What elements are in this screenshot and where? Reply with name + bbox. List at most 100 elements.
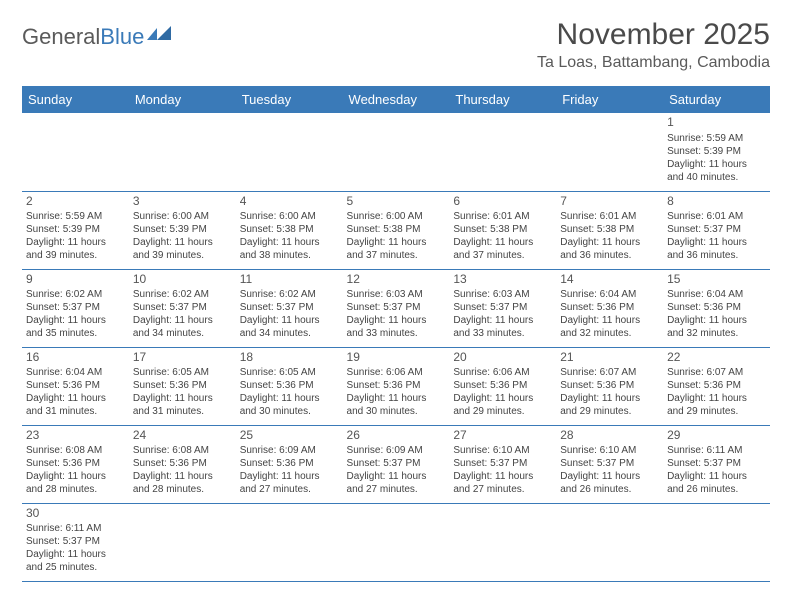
daylight-line: Daylight: 11 hours and 28 minutes. — [26, 470, 125, 496]
day-header: Sunday — [22, 86, 129, 113]
daylight-line: Daylight: 11 hours and 40 minutes. — [667, 158, 766, 184]
calendar-empty — [22, 113, 129, 191]
day-number: 14 — [560, 272, 659, 288]
calendar-day: 30Sunrise: 6:11 AMSunset: 5:37 PMDayligh… — [22, 503, 129, 581]
calendar-empty — [236, 113, 343, 191]
sunset-line: Sunset: 5:39 PM — [133, 223, 232, 236]
sunrise-line: Sunrise: 6:11 AM — [667, 444, 766, 457]
flag-icon — [147, 24, 173, 50]
calendar-day: 14Sunrise: 6:04 AMSunset: 5:36 PMDayligh… — [556, 269, 663, 347]
day-number: 10 — [133, 272, 232, 288]
daylight-line: Daylight: 11 hours and 29 minutes. — [453, 392, 552, 418]
calendar-day: 1Sunrise: 5:59 AMSunset: 5:39 PMDaylight… — [663, 113, 770, 191]
sunrise-line: Sunrise: 6:06 AM — [453, 366, 552, 379]
calendar-empty — [343, 113, 450, 191]
calendar-day: 7Sunrise: 6:01 AMSunset: 5:38 PMDaylight… — [556, 191, 663, 269]
sunrise-line: Sunrise: 6:07 AM — [667, 366, 766, 379]
day-number: 16 — [26, 350, 125, 366]
sunrise-line: Sunrise: 6:04 AM — [26, 366, 125, 379]
sunrise-line: Sunrise: 6:06 AM — [347, 366, 446, 379]
daylight-line: Daylight: 11 hours and 32 minutes. — [560, 314, 659, 340]
day-number: 9 — [26, 272, 125, 288]
day-number: 6 — [453, 194, 552, 210]
daylight-line: Daylight: 11 hours and 28 minutes. — [133, 470, 232, 496]
header: GeneralBlue November 2025 Ta Loas, Batta… — [22, 18, 770, 72]
day-number: 15 — [667, 272, 766, 288]
sunrise-line: Sunrise: 6:01 AM — [560, 210, 659, 223]
calendar-day: 15Sunrise: 6:04 AMSunset: 5:36 PMDayligh… — [663, 269, 770, 347]
sunset-line: Sunset: 5:39 PM — [667, 145, 766, 158]
sunset-line: Sunset: 5:37 PM — [240, 301, 339, 314]
calendar-row: 23Sunrise: 6:08 AMSunset: 5:36 PMDayligh… — [22, 425, 770, 503]
day-header: Monday — [129, 86, 236, 113]
day-number: 26 — [347, 428, 446, 444]
calendar-day: 8Sunrise: 6:01 AMSunset: 5:37 PMDaylight… — [663, 191, 770, 269]
calendar-day: 4Sunrise: 6:00 AMSunset: 5:38 PMDaylight… — [236, 191, 343, 269]
calendar-empty — [129, 503, 236, 581]
day-header: Wednesday — [343, 86, 450, 113]
day-number: 7 — [560, 194, 659, 210]
calendar-table: SundayMondayTuesdayWednesdayThursdayFrid… — [22, 86, 770, 582]
sunrise-line: Sunrise: 6:05 AM — [240, 366, 339, 379]
sunrise-line: Sunrise: 5:59 AM — [26, 210, 125, 223]
day-number: 27 — [453, 428, 552, 444]
calendar-body: 1Sunrise: 5:59 AMSunset: 5:39 PMDaylight… — [22, 113, 770, 581]
sunset-line: Sunset: 5:36 PM — [560, 301, 659, 314]
day-number: 3 — [133, 194, 232, 210]
day-number: 2 — [26, 194, 125, 210]
daylight-line: Daylight: 11 hours and 27 minutes. — [347, 470, 446, 496]
calendar-day: 13Sunrise: 6:03 AMSunset: 5:37 PMDayligh… — [449, 269, 556, 347]
calendar-header-row: SundayMondayTuesdayWednesdayThursdayFrid… — [22, 86, 770, 113]
day-number: 24 — [133, 428, 232, 444]
daylight-line: Daylight: 11 hours and 34 minutes. — [240, 314, 339, 340]
sunset-line: Sunset: 5:36 PM — [240, 379, 339, 392]
sunset-line: Sunset: 5:36 PM — [667, 379, 766, 392]
sunset-line: Sunset: 5:36 PM — [133, 379, 232, 392]
calendar-empty — [556, 113, 663, 191]
day-number: 30 — [26, 506, 125, 522]
daylight-line: Daylight: 11 hours and 35 minutes. — [26, 314, 125, 340]
daylight-line: Daylight: 11 hours and 26 minutes. — [560, 470, 659, 496]
sunset-line: Sunset: 5:36 PM — [560, 379, 659, 392]
sunset-line: Sunset: 5:36 PM — [26, 457, 125, 470]
sunset-line: Sunset: 5:36 PM — [240, 457, 339, 470]
calendar-day: 5Sunrise: 6:00 AMSunset: 5:38 PMDaylight… — [343, 191, 450, 269]
calendar-day: 27Sunrise: 6:10 AMSunset: 5:37 PMDayligh… — [449, 425, 556, 503]
day-number: 19 — [347, 350, 446, 366]
calendar-row: 2Sunrise: 5:59 AMSunset: 5:39 PMDaylight… — [22, 191, 770, 269]
daylight-line: Daylight: 11 hours and 27 minutes. — [240, 470, 339, 496]
sunrise-line: Sunrise: 6:08 AM — [26, 444, 125, 457]
calendar-day: 16Sunrise: 6:04 AMSunset: 5:36 PMDayligh… — [22, 347, 129, 425]
calendar-row: 9Sunrise: 6:02 AMSunset: 5:37 PMDaylight… — [22, 269, 770, 347]
day-number: 13 — [453, 272, 552, 288]
sunrise-line: Sunrise: 6:04 AM — [667, 288, 766, 301]
daylight-line: Daylight: 11 hours and 34 minutes. — [133, 314, 232, 340]
day-number: 8 — [667, 194, 766, 210]
calendar-day: 21Sunrise: 6:07 AMSunset: 5:36 PMDayligh… — [556, 347, 663, 425]
sunrise-line: Sunrise: 6:01 AM — [453, 210, 552, 223]
sunset-line: Sunset: 5:37 PM — [26, 301, 125, 314]
calendar-row: 1Sunrise: 5:59 AMSunset: 5:39 PMDaylight… — [22, 113, 770, 191]
daylight-line: Daylight: 11 hours and 30 minutes. — [347, 392, 446, 418]
calendar-day: 6Sunrise: 6:01 AMSunset: 5:38 PMDaylight… — [449, 191, 556, 269]
sunset-line: Sunset: 5:38 PM — [560, 223, 659, 236]
brand-part2: Blue — [100, 24, 144, 50]
sunrise-line: Sunrise: 6:09 AM — [347, 444, 446, 457]
calendar-day: 23Sunrise: 6:08 AMSunset: 5:36 PMDayligh… — [22, 425, 129, 503]
location: Ta Loas, Battambang, Cambodia — [537, 54, 770, 72]
sunrise-line: Sunrise: 6:05 AM — [133, 366, 232, 379]
daylight-line: Daylight: 11 hours and 27 minutes. — [453, 470, 552, 496]
sunset-line: Sunset: 5:37 PM — [667, 223, 766, 236]
sunrise-line: Sunrise: 6:10 AM — [453, 444, 552, 457]
daylight-line: Daylight: 11 hours and 29 minutes. — [560, 392, 659, 418]
day-number: 12 — [347, 272, 446, 288]
sunrise-line: Sunrise: 6:04 AM — [560, 288, 659, 301]
day-number: 23 — [26, 428, 125, 444]
sunrise-line: Sunrise: 6:00 AM — [133, 210, 232, 223]
sunrise-line: Sunrise: 6:00 AM — [240, 210, 339, 223]
calendar-day: 17Sunrise: 6:05 AMSunset: 5:36 PMDayligh… — [129, 347, 236, 425]
sunrise-line: Sunrise: 6:11 AM — [26, 522, 125, 535]
calendar-empty — [343, 503, 450, 581]
calendar-empty — [556, 503, 663, 581]
sunset-line: Sunset: 5:36 PM — [26, 379, 125, 392]
